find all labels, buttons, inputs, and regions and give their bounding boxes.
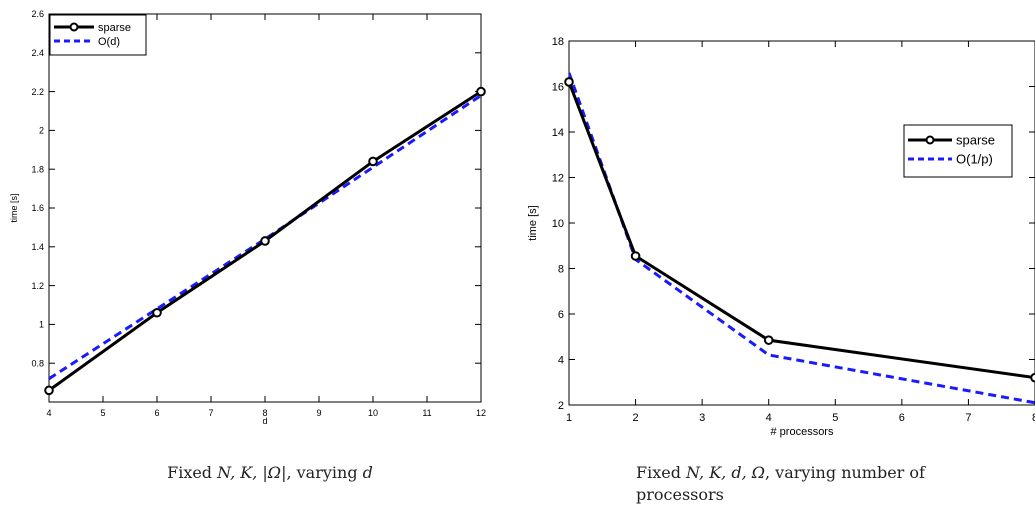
x-tick-label: 2 [633,412,639,424]
x-axis-label: d [262,416,267,426]
caption-right: Fixed N, K, d, Ω, varying number of proc… [560,462,1000,506]
x-tick-label: 8 [262,408,267,418]
y-tick-label: 1.8 [31,164,44,174]
y-tick-label: 2.6 [31,9,44,19]
y-axis-label: time [s] [527,205,539,240]
caption-right-math: N, K, d, Ω [686,463,765,482]
y-tick-label: 2 [558,400,564,412]
legend-box [903,124,1013,178]
data-point [152,307,162,318]
y-tick-label: 12 [552,172,564,184]
data-point [1030,372,1035,383]
series-line-sparse [569,81,1035,380]
data-point [368,156,378,167]
x-tick-label: 9 [316,408,321,418]
y-tick-label: 4 [558,354,564,366]
plot-frame [568,40,1035,406]
chart-time-vs-d: 4 5 6 7 8 9 10 11 12 0.8 1 1.2 1.4 1.6 1.8 2 2.2 2.4 2.6 d t… [9,9,486,426]
caption-right-middle: , varying number of [765,463,925,482]
x-tick-label: 12 [476,408,486,418]
y-tick-label: 2.2 [31,87,44,97]
y-tick-label: 14 [552,127,564,139]
data-point [564,77,574,87]
legend-label-sparse: sparse [98,22,131,34]
caption-left-math: N, K, |Ω| [217,463,287,482]
x-axis-label: # processors [771,426,834,438]
x-tick-label: 6 [899,412,905,424]
caption-left-middle: , varying [286,463,363,482]
x-tick-label: 7 [208,408,213,418]
y-tick-label: 1.4 [31,242,44,252]
caption-right-line2: processors [636,485,724,504]
legend-label-O(d): O(d) [98,36,120,48]
data-point [630,251,641,261]
x-tick-label: 1 [566,412,572,424]
data-point [44,385,54,396]
y-tick-label: 2 [39,126,44,136]
legend-label-O(1/p): O(1/p) [956,152,993,167]
y-tick-label: 2.4 [31,48,44,58]
x-tick-label: 3 [699,412,705,424]
data-point [476,86,486,97]
caption-left: Fixed N, K, |Ω|, varying d [60,462,480,484]
x-tick-label: 6 [154,408,159,418]
x-tick-label: 5 [832,412,838,424]
x-tick-label: 11 [422,408,431,418]
y-tick-label: 6 [558,309,564,321]
x-tick-label: 4 [46,408,51,418]
x-tick-label: 10 [368,408,378,418]
x-tick-label: 8 [1032,412,1035,424]
legend-marker [925,135,935,145]
y-tick-label: 16 [552,81,564,93]
y-tick-label: 8 [558,263,564,275]
data-point [763,335,774,345]
legend-box [49,14,147,56]
series-line-O(d) [49,94,481,380]
caption-left-text: Fixed [167,463,218,482]
y-tick-label: 1.6 [31,203,44,213]
x-tick-label: 4 [766,412,772,424]
x-tick-label: 5 [100,408,105,418]
y-axis-label: time [s] [9,193,19,222]
caption-left-math2: d [362,463,373,482]
series-line-O(1/p) [569,72,1035,405]
y-tick-label: 18 [552,36,564,48]
y-tick-label: 10 [552,218,564,230]
y-tick-label: 1 [39,320,44,330]
legend-marker [69,22,79,32]
legend-label-sparse: sparse [956,133,995,148]
x-tick-label: 7 [965,412,971,424]
y-tick-label: 1.2 [31,281,44,291]
caption-right-text: Fixed [636,463,687,482]
data-point [260,236,270,246]
y-tick-label: 0.8 [31,358,44,368]
